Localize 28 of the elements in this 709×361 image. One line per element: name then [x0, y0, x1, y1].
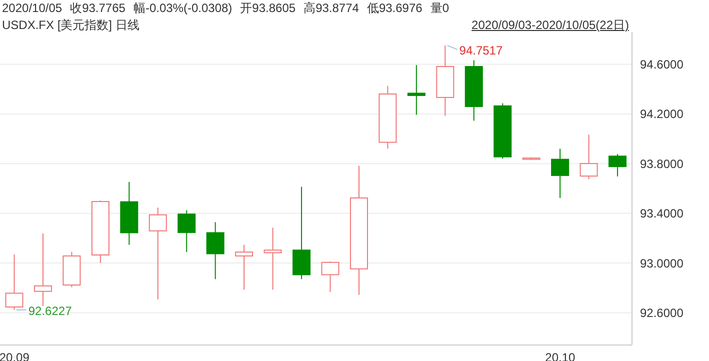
y-tick-label: 93.0000	[640, 256, 684, 270]
y-tick-label: 94.6000	[640, 58, 684, 72]
text: 开93.8605	[240, 1, 296, 15]
text: 收93.7765	[70, 1, 126, 15]
candlestick	[206, 222, 224, 280]
text: 量0	[430, 1, 450, 15]
y-tick-label: 94.2000	[640, 107, 684, 122]
annotation: 94.7517	[459, 43, 503, 58]
chart-subtitle: 2020/09/03-2020/10/05(22日)	[472, 17, 629, 34]
y-tick-label: 93.8000	[640, 156, 684, 171]
text: 高93.8774	[304, 1, 359, 15]
candlestick	[608, 154, 627, 177]
candlestick	[178, 210, 196, 253]
annotation: 92.6227	[28, 304, 72, 318]
text: 低93.6976	[366, 1, 422, 15]
candlestick	[321, 261, 340, 293]
text: 幅-0.03%(-0.0308)	[133, 1, 232, 15]
candlestick	[580, 134, 598, 180]
y-tick-label: 92.6000	[640, 306, 684, 320]
candlestick	[264, 227, 282, 290]
chart-title: USDX.FX [美元指数] 日线	[2, 17, 140, 34]
candlestick	[148, 207, 167, 300]
candlestick	[34, 232, 52, 306]
candlestick	[235, 244, 254, 290]
y-tick-label: 93.4000	[640, 206, 684, 221]
candlestick	[407, 64, 426, 116]
candlestick	[551, 148, 570, 198]
text: 2020/10/05	[2, 1, 62, 15]
